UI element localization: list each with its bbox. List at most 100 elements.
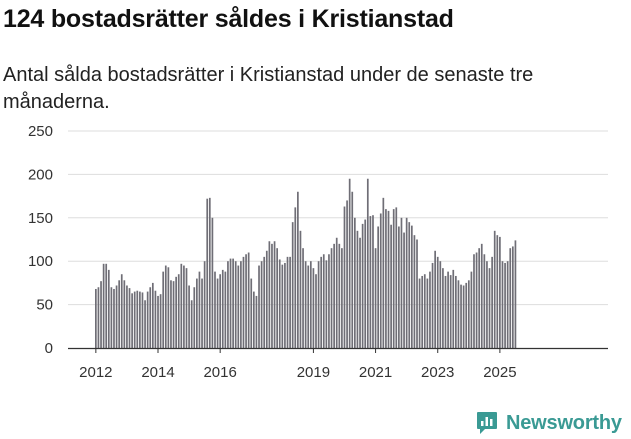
bar — [333, 243, 335, 348]
bar — [185, 268, 188, 348]
bar — [273, 241, 276, 348]
bar — [126, 285, 128, 348]
bar — [369, 216, 372, 348]
bar — [188, 285, 190, 348]
bar — [240, 261, 242, 348]
bar — [312, 268, 315, 348]
bar — [322, 254, 325, 348]
bar — [317, 261, 320, 348]
bar — [410, 225, 413, 348]
bar — [423, 274, 426, 348]
bar — [193, 287, 196, 348]
bar — [467, 280, 470, 348]
bar — [284, 262, 286, 348]
bar — [356, 230, 359, 348]
bar — [131, 293, 133, 348]
bar — [460, 284, 462, 348]
bar — [364, 219, 367, 348]
bar — [198, 271, 201, 348]
bar — [361, 223, 364, 348]
bar — [434, 250, 436, 348]
x-tick-label: 2012 — [79, 364, 112, 381]
bar — [299, 230, 302, 348]
bar — [258, 265, 260, 348]
bar — [206, 198, 209, 348]
bar — [416, 239, 418, 348]
bar — [387, 210, 390, 348]
y-tick-label: 250 — [28, 123, 53, 140]
bar — [136, 290, 139, 348]
bar — [281, 264, 284, 348]
bar — [377, 226, 380, 348]
bar — [128, 288, 131, 348]
bar — [297, 191, 299, 348]
bar — [354, 217, 356, 348]
bar — [144, 300, 146, 348]
bar — [196, 278, 198, 348]
bar — [221, 269, 224, 348]
bar — [431, 262, 434, 348]
bar — [118, 280, 121, 348]
bar — [483, 254, 486, 348]
bar — [162, 271, 165, 348]
bar — [255, 295, 258, 348]
bar — [214, 271, 216, 348]
bar — [263, 256, 266, 348]
bar — [379, 213, 382, 348]
bar — [400, 217, 403, 348]
bar — [475, 252, 478, 348]
bar — [133, 291, 136, 348]
bar — [211, 217, 214, 348]
bar — [392, 209, 395, 348]
bar — [278, 259, 281, 348]
bar — [291, 222, 294, 348]
bar — [382, 197, 385, 348]
y-tick-label: 50 — [36, 297, 53, 314]
bar — [286, 256, 289, 348]
bar — [123, 280, 126, 348]
bar — [328, 254, 330, 348]
bar — [442, 268, 444, 348]
bar — [509, 248, 512, 348]
bar — [146, 291, 149, 348]
bar — [418, 278, 421, 348]
bar — [413, 235, 416, 348]
bar — [268, 241, 271, 348]
bar — [343, 206, 346, 348]
bar — [496, 235, 499, 348]
bar — [452, 269, 455, 348]
bar — [405, 217, 408, 348]
bar — [398, 226, 400, 348]
bar — [102, 263, 105, 348]
newsworthy-logo: Newsworthy — [476, 409, 622, 437]
x-tick-label: 2014 — [141, 364, 174, 381]
bar — [183, 265, 185, 348]
bar — [506, 261, 509, 348]
bar — [154, 290, 157, 348]
bar — [252, 291, 255, 348]
bar — [276, 248, 278, 348]
bar — [457, 280, 460, 348]
bar — [348, 178, 351, 348]
bar — [478, 248, 481, 348]
bar — [250, 278, 253, 348]
bar — [320, 256, 323, 348]
bar — [473, 254, 475, 348]
bar — [395, 207, 398, 348]
bar — [491, 256, 493, 348]
bar — [488, 268, 491, 348]
bar — [341, 248, 343, 348]
bar — [164, 265, 167, 348]
y-tick-label: 100 — [28, 253, 53, 270]
bar — [462, 285, 465, 348]
bar — [330, 248, 333, 348]
bar — [159, 294, 162, 348]
bar — [366, 178, 369, 348]
bar — [265, 250, 268, 348]
bar — [105, 263, 108, 348]
bar — [203, 261, 206, 348]
bar — [455, 275, 457, 348]
bar — [234, 261, 237, 348]
bar — [232, 258, 234, 348]
